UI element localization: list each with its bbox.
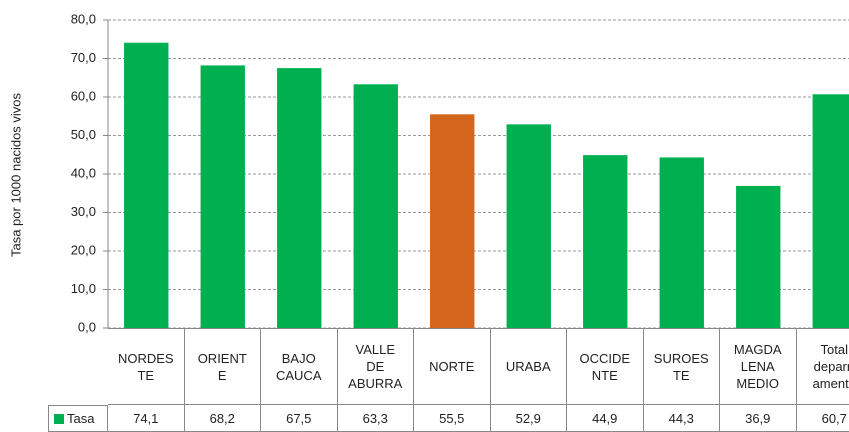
bar	[353, 84, 398, 328]
category-cell: NORTE	[414, 328, 491, 405]
bar	[659, 157, 704, 328]
y-tick-label: 10,0	[71, 281, 96, 296]
bar	[124, 42, 169, 329]
value-cell: 55,5	[414, 405, 491, 432]
value-cell: 63,3	[337, 405, 414, 432]
category-cell: ORIENT E	[184, 328, 261, 405]
legend-swatch	[54, 413, 64, 424]
value-cell: 44,9	[567, 405, 644, 432]
bar	[430, 114, 475, 328]
category-cell: VALLE DE ABURRA	[337, 328, 414, 405]
y-tick-label: 40,0	[71, 165, 96, 180]
y-tick-label: 50,0	[71, 127, 96, 142]
bar	[736, 185, 781, 328]
bar	[277, 68, 322, 328]
legend-cell: Tasa	[48, 405, 108, 432]
category-cell: BAJO CAUCA	[261, 328, 338, 405]
y-tick-label: 70,0	[71, 50, 96, 65]
value-cell: 68,2	[184, 405, 261, 432]
category-cell: SUROES TE	[643, 328, 720, 405]
category-cell: NORDES TE	[108, 328, 185, 405]
value-cell: 67,5	[261, 405, 338, 432]
bar	[583, 155, 628, 328]
y-tick-label: 20,0	[71, 242, 96, 257]
y-tick-label: 0,0	[78, 319, 96, 334]
y-tick-label: 80,0	[71, 11, 96, 26]
value-cell: 44,3	[643, 405, 720, 432]
value-cell: 74,1	[108, 405, 185, 432]
bar	[506, 124, 551, 329]
bar	[812, 94, 849, 329]
y-tick-label: 30,0	[71, 204, 96, 219]
category-cell: OCCIDE NTE	[567, 328, 644, 405]
category-cell: URABA	[490, 328, 567, 405]
value-cell: 60,7	[796, 405, 849, 432]
bar	[200, 65, 245, 329]
y-axis-label: Tasa por 1000 nacidos vivos	[8, 92, 23, 257]
value-cell: 52,9	[490, 405, 567, 432]
y-tick-label: 60,0	[71, 88, 96, 103]
category-cell: Total deparrt amento	[796, 328, 849, 405]
legend-label: Tasa	[67, 411, 95, 426]
category-cell: MAGDA LENA MEDIO	[720, 328, 797, 405]
value-cell: 36,9	[720, 405, 797, 432]
